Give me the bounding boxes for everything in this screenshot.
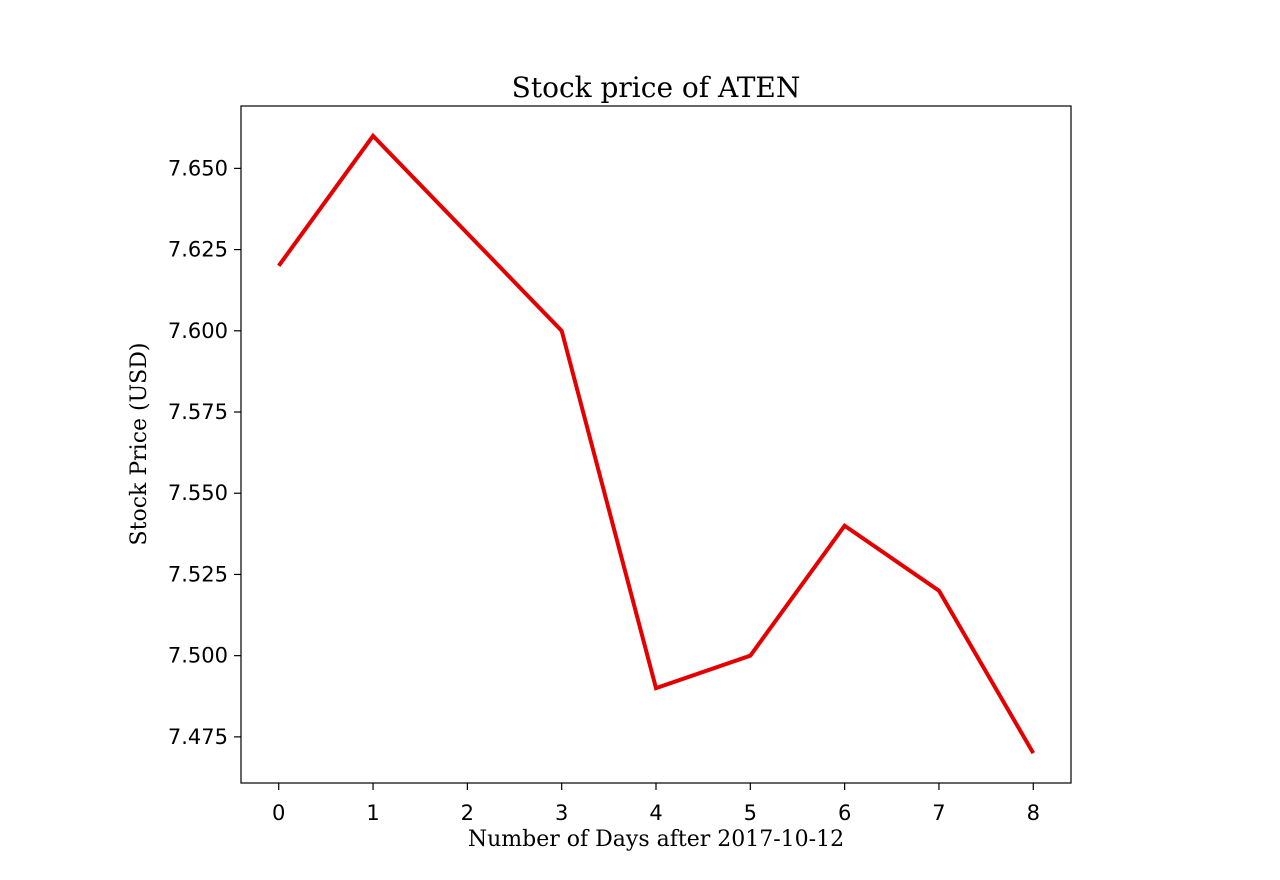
x-tick-label: 8 xyxy=(1027,801,1040,825)
series-line xyxy=(277,132,1035,755)
y-tick-label: 7.525 xyxy=(168,562,228,586)
y-tick-label: 7.575 xyxy=(168,400,228,424)
y-tick-label: 7.475 xyxy=(168,725,228,749)
y-tick-label: 7.600 xyxy=(168,319,228,343)
y-tick-label: 7.625 xyxy=(168,238,228,262)
x-tick-label: 0 xyxy=(272,801,285,825)
axes: 0 1 2 3 4 5 6 7 8 7.475 7.500 7.525 7.550 7.575 7.600 7… xyxy=(168,105,1072,825)
y-tick-label: 7.650 xyxy=(168,156,228,180)
y-tick-label: 7.550 xyxy=(168,481,228,505)
series-group xyxy=(277,132,1035,755)
chart-title: Stock price of ATEN xyxy=(512,71,801,104)
x-tick-label: 1 xyxy=(366,801,379,825)
x-tick-label: 6 xyxy=(838,801,851,825)
x-tick-label: 5 xyxy=(744,801,757,825)
x-tick-label: 2 xyxy=(461,801,474,825)
y-tick-label: 7.500 xyxy=(168,644,228,668)
y-axis-label: Stock Price (USD) xyxy=(127,343,152,546)
x-tick-label: 3 xyxy=(555,801,568,825)
x-tick-label: 7 xyxy=(932,801,945,825)
x-axis-label: Number of Days after 2017-10-12 xyxy=(468,827,844,852)
x-tick-label: 4 xyxy=(649,801,662,825)
